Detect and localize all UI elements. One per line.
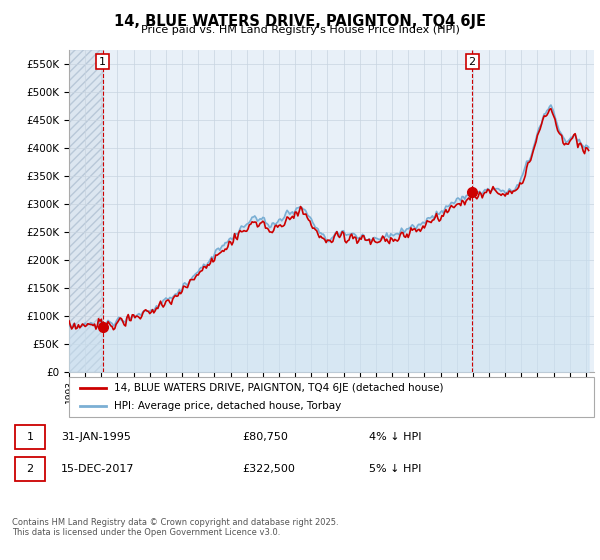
FancyBboxPatch shape xyxy=(15,424,45,449)
Text: £80,750: £80,750 xyxy=(242,432,288,442)
Text: 14, BLUE WATERS DRIVE, PAIGNTON, TQ4 6JE: 14, BLUE WATERS DRIVE, PAIGNTON, TQ4 6JE xyxy=(114,14,486,29)
Text: 15-DEC-2017: 15-DEC-2017 xyxy=(61,464,134,474)
Text: 14, BLUE WATERS DRIVE, PAIGNTON, TQ4 6JE (detached house): 14, BLUE WATERS DRIVE, PAIGNTON, TQ4 6JE… xyxy=(113,383,443,393)
Text: 1: 1 xyxy=(26,432,34,442)
FancyBboxPatch shape xyxy=(15,457,45,482)
Text: Price paid vs. HM Land Registry's House Price Index (HPI): Price paid vs. HM Land Registry's House … xyxy=(140,25,460,35)
FancyBboxPatch shape xyxy=(69,377,594,417)
Text: 31-JAN-1995: 31-JAN-1995 xyxy=(61,432,131,442)
Text: 2: 2 xyxy=(469,57,476,67)
Text: 4% ↓ HPI: 4% ↓ HPI xyxy=(369,432,422,442)
Text: 5% ↓ HPI: 5% ↓ HPI xyxy=(369,464,421,474)
Bar xyxy=(69,50,103,372)
Text: 2: 2 xyxy=(26,464,34,474)
Text: 1: 1 xyxy=(99,57,106,67)
Bar xyxy=(69,50,103,372)
Text: Contains HM Land Registry data © Crown copyright and database right 2025.
This d: Contains HM Land Registry data © Crown c… xyxy=(12,518,338,538)
Text: HPI: Average price, detached house, Torbay: HPI: Average price, detached house, Torb… xyxy=(113,402,341,411)
Text: £322,500: £322,500 xyxy=(242,464,295,474)
